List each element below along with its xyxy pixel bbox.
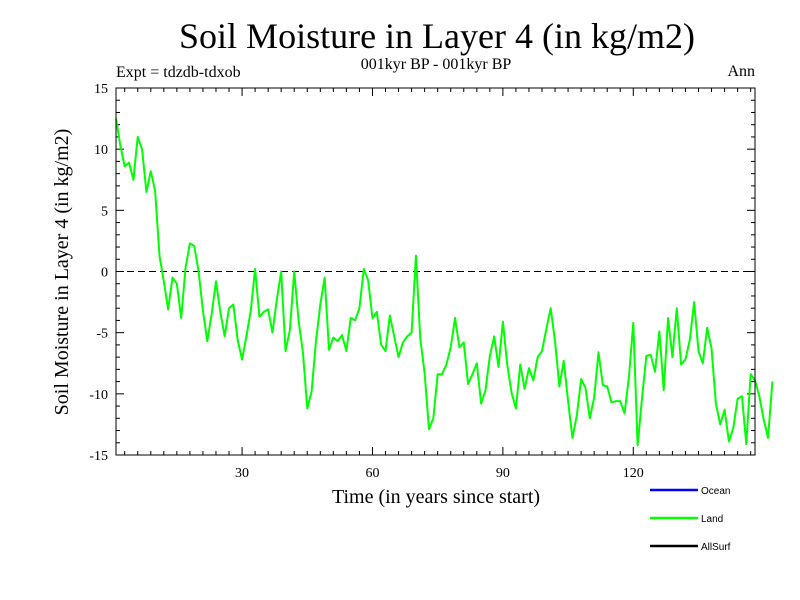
y-tick-labels: 15 10 5 0 -5 -10 -15	[89, 82, 108, 464]
chart-subtitle: 001kyr BP - 001kyr BP	[361, 56, 512, 73]
y-tick-label: 0	[101, 266, 108, 281]
legend-label-land: Land	[701, 514, 723, 525]
season-label: Ann	[727, 63, 755, 80]
plot-area	[115, 87, 774, 456]
y-tick-label: -15	[89, 449, 108, 464]
legend: Ocean Land AllSurf	[650, 486, 731, 553]
x-tick-labels: 30 60 90 120	[235, 466, 644, 481]
y-tick-label: 10	[94, 143, 108, 158]
series-line-land	[115, 118, 774, 447]
y-axis-title: Soil Moisture in Layer 4 (in kg/m2)	[51, 129, 73, 416]
axis-ticks	[116, 88, 755, 455]
legend-label-allsurf: AllSurf	[701, 542, 731, 553]
x-tick-label: 60	[365, 466, 379, 481]
y-tick-label: -10	[89, 388, 108, 403]
experiment-label: Expt = tdzdb-tdxob	[116, 64, 241, 81]
x-tick-label: 30	[235, 466, 249, 481]
y-tick-label: 5	[101, 204, 108, 219]
legend-label-ocean: Ocean	[701, 486, 730, 497]
y-tick-label: -5	[96, 327, 108, 342]
x-tick-label: 120	[623, 466, 644, 481]
plot-frame	[115, 87, 756, 456]
x-axis-title: Time (in years since start)	[332, 486, 540, 508]
x-tick-label: 90	[496, 466, 510, 481]
chart-title: Soil Moisture in Layer 4 (in kg/m2)	[179, 16, 695, 56]
y-tick-label: 15	[94, 82, 108, 97]
